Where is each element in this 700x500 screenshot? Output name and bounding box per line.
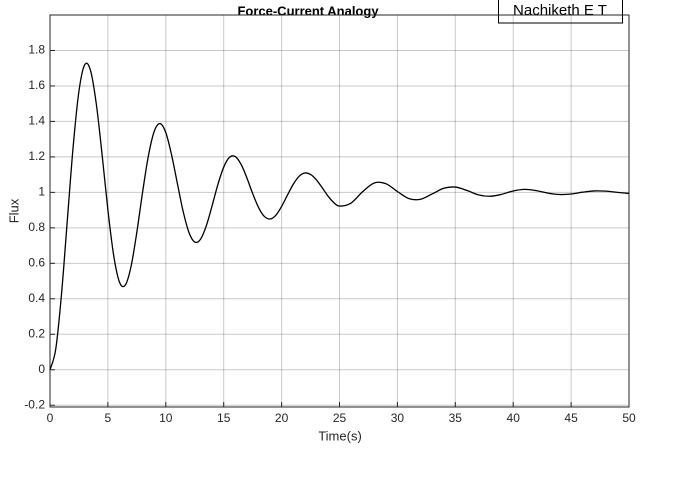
x-tick-label: 25 [333, 411, 347, 425]
y-tick-label: 1.6 [28, 78, 45, 92]
x-tick-label: 30 [391, 411, 405, 425]
y-tick-label: 1.4 [28, 114, 45, 128]
plot-frame [49, 14, 630, 408]
y-tick-label: 1 [38, 185, 45, 199]
y-axis-label: Flux [6, 198, 21, 223]
x-tick-label: 10 [159, 411, 173, 425]
x-tick-label: 15 [217, 411, 231, 425]
y-tick-label: 0.8 [28, 220, 45, 234]
x-axis-label: Time(s) [318, 428, 362, 443]
y-tick-label: 1.2 [28, 149, 45, 163]
data-line [49, 62, 630, 370]
x-tick-label: 20 [275, 411, 289, 425]
x-tick-label: 45 [564, 411, 578, 425]
y-tick-label: 0 [38, 362, 45, 376]
x-tick-label: 5 [105, 411, 112, 425]
y-tick-label: 0.2 [28, 326, 45, 340]
y-tick-label: 0.4 [28, 291, 45, 305]
x-tick-label: 35 [449, 411, 463, 425]
chart-title: Force-Current Analogy [237, 3, 379, 18]
annotation-box [498, 0, 623, 24]
x-tick-label: 50 [622, 411, 636, 425]
y-tick-label: 1.8 [28, 43, 45, 57]
y-tick-label: 0.6 [28, 255, 45, 269]
x-tick-label: 0 [47, 411, 54, 425]
y-tick-label: -0.2 [24, 397, 45, 411]
annotation: Nachiketh E T [513, 2, 607, 19]
x-tick-label: 40 [507, 411, 521, 425]
